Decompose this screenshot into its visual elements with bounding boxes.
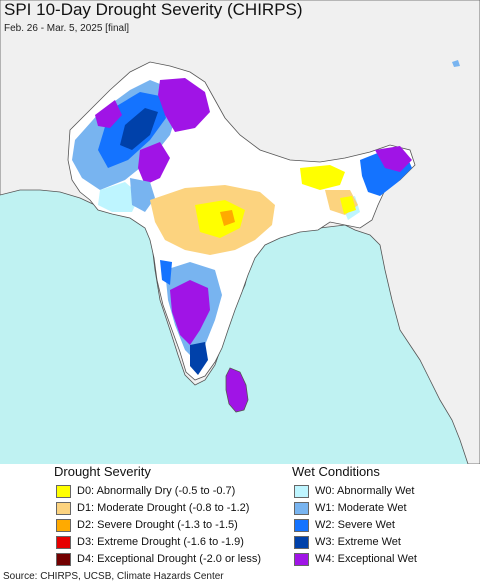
swatch-w4	[294, 552, 309, 566]
legend-label-w4: W4: Exceptional Wet	[315, 553, 417, 565]
legend-item-d2: D2: Severe Drought (-1.3 to -1.5)	[56, 517, 238, 533]
wet-w4-south	[170, 280, 210, 345]
legend-label-w0: W0: Abnormally Wet	[315, 485, 415, 497]
swatch-d4	[56, 552, 71, 566]
swatch-w1	[294, 501, 309, 515]
legend-item-d1: D1: Moderate Drought (-0.8 to -1.2)	[56, 500, 249, 516]
wet-w3-south-tip	[190, 342, 208, 375]
legend-item-w4: W4: Exceptional Wet	[294, 551, 417, 567]
legend-label-w1: W1: Moderate Wet	[315, 502, 407, 514]
legend-item-d0: D0: Abnormally Dry (-0.5 to -0.7)	[56, 483, 235, 499]
legend-label-d4: D4: Exceptional Drought (-2.0 or less)	[77, 553, 262, 565]
legend-item-w3: W3: Extreme Wet	[294, 534, 401, 550]
island-marker	[452, 60, 460, 67]
drought-legend-heading: Drought Severity	[54, 464, 151, 479]
legend-item-d4: D4: Exceptional Drought (-2.0 or less)	[56, 551, 261, 567]
drought-d2-central	[220, 210, 235, 226]
source-credit: Source: CHIRPS, UCSB, Climate Hazards Ce…	[3, 571, 224, 582]
legend-item-d3: D3: Extreme Drought (-1.6 to -1.9)	[56, 534, 244, 550]
legend-label-d0: D0: Abnormally Dry (-0.5 to -0.7)	[77, 485, 236, 497]
wet-legend-heading: Wet Conditions	[292, 464, 380, 479]
wet-w2-south-west	[160, 260, 172, 285]
drought-d0-east	[300, 165, 345, 190]
map-subtitle: Feb. 26 - Mar. 5, 2025 [final]	[4, 23, 130, 34]
swatch-w3	[294, 535, 309, 549]
swatch-d1	[56, 501, 71, 515]
legend-item-w0: W0: Abnormally Wet	[294, 483, 414, 499]
legend-label-w2: W2: Severe Wet	[315, 519, 395, 531]
swatch-d3	[56, 535, 71, 549]
legend-label-d2: D2: Severe Drought (-1.3 to -1.5)	[77, 519, 238, 531]
sri-lanka	[225, 367, 249, 413]
wet-w4-afghan	[95, 100, 122, 128]
swatch-d2	[56, 518, 71, 532]
legend-label-d1: D1: Moderate Drought (-0.8 to -1.2)	[77, 502, 250, 514]
wet-w4-kashmir	[158, 78, 210, 132]
legend-label-w3: W3: Extreme Wet	[315, 536, 401, 548]
wet-w4-northeast	[375, 146, 412, 172]
drought-map	[0, 0, 480, 464]
wet-w0-pakistan	[98, 182, 140, 212]
wet-w4-punjab	[138, 142, 170, 185]
map-title: SPI 10-Day Drought Severity (CHIRPS)	[4, 0, 303, 19]
drought-d0-central	[195, 200, 245, 238]
swatch-w2	[294, 518, 309, 532]
map-panel: SPI 10-Day Drought Severity (CHIRPS) Feb…	[0, 0, 480, 464]
legend-item-w2: W2: Severe Wet	[294, 517, 395, 533]
swatch-w0	[294, 484, 309, 498]
wet-w1-pakistan-south	[130, 178, 155, 212]
swatch-d0	[56, 484, 71, 498]
legend-item-w1: W1: Moderate Wet	[294, 500, 407, 516]
drought-d0-bangladesh	[340, 196, 356, 214]
wet-w3-northwest	[120, 108, 158, 150]
legend-panel: Drought Severity Wet Conditions D0: Abno…	[0, 464, 480, 568]
legend-label-d3: D3: Extreme Drought (-1.6 to -1.9)	[77, 536, 244, 548]
